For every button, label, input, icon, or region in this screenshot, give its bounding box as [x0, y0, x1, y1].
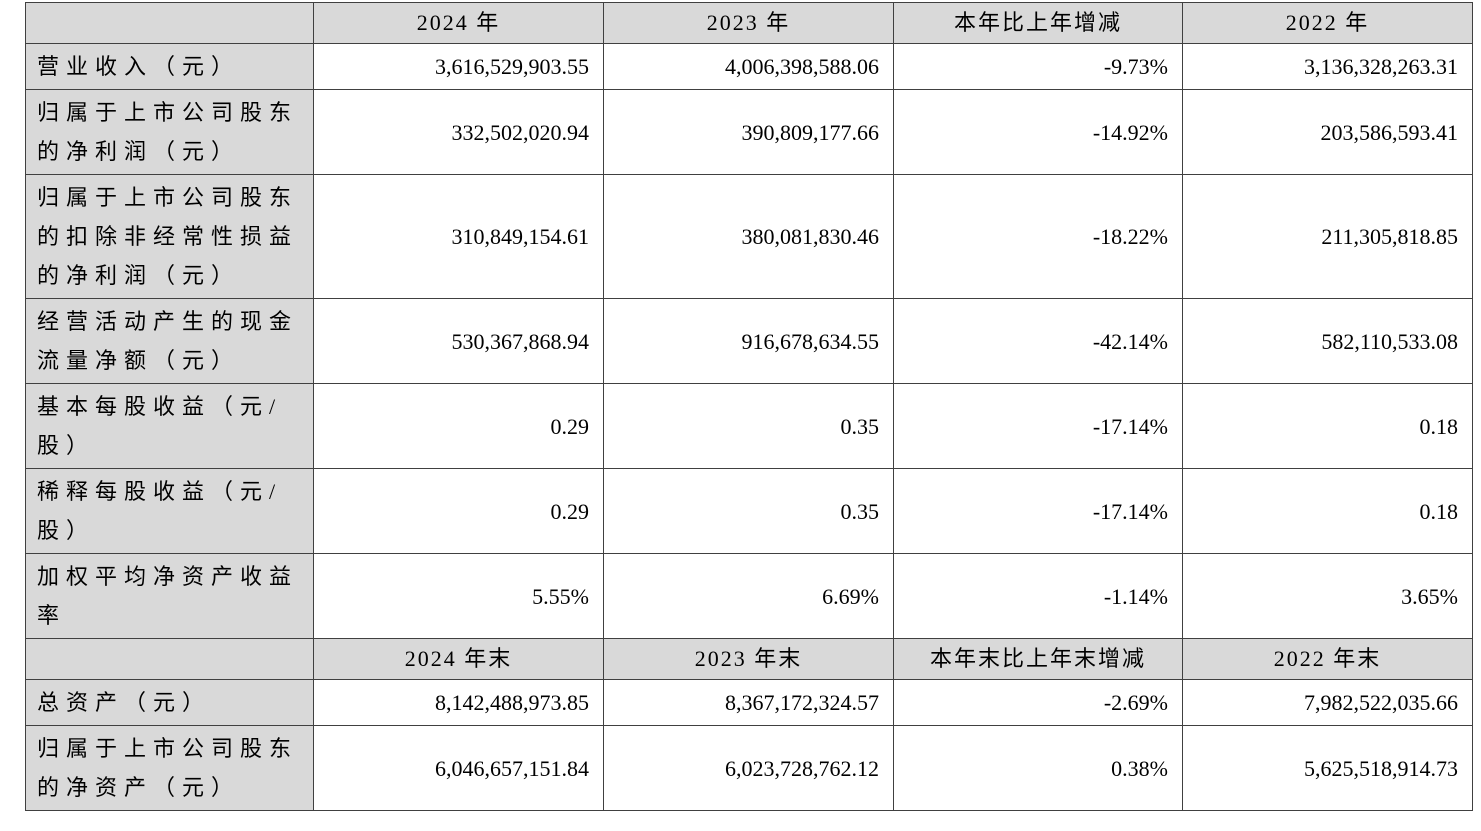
- value-cell: 5,625,518,914.73: [1182, 725, 1473, 811]
- header-cell-yoy-change: 本年比上年增减: [893, 2, 1183, 44]
- value-cell: -14.92%: [893, 89, 1183, 175]
- value-cell: 8,367,172,324.57: [603, 679, 894, 726]
- value-cell: -17.14%: [893, 468, 1183, 554]
- row-label-cell: 基本每股收益（元/ 股）: [25, 383, 314, 469]
- value-cell: 3.65%: [1182, 553, 1473, 639]
- row-label-cell: 归属于上市公司股东 的净资产（元）: [25, 725, 314, 811]
- header-cell-2023-end: 2023 年末: [603, 638, 894, 680]
- yearend-header-row: 2024 年末 2023 年末 本年末比上年末增减 2022 年末: [25, 638, 1473, 680]
- header-cell-2023: 2023 年: [603, 2, 894, 44]
- value-cell: 7,982,522,035.66: [1182, 679, 1473, 726]
- table-row-net-profit: 归属于上市公司股东 的净利润（元） 332,502,020.94 390,809…: [25, 89, 1473, 175]
- value-cell: 6,023,728,762.12: [603, 725, 894, 811]
- table-row-weighted-avg-roe: 加权平均净资产收益 率 5.55% 6.69% -1.14% 3.65%: [25, 553, 1473, 639]
- header-cell-2022: 2022 年: [1182, 2, 1473, 44]
- value-cell: 203,586,593.41: [1182, 89, 1473, 175]
- value-cell: 530,367,868.94: [313, 298, 604, 384]
- value-cell: 3,616,529,903.55: [313, 43, 604, 90]
- value-cell: -42.14%: [893, 298, 1183, 384]
- value-cell: 332,502,020.94: [313, 89, 604, 175]
- value-cell: 582,110,533.08: [1182, 298, 1473, 384]
- value-cell: 8,142,488,973.85: [313, 679, 604, 726]
- value-cell: 3,136,328,263.31: [1182, 43, 1473, 90]
- value-cell: 0.29: [313, 468, 604, 554]
- value-cell: -2.69%: [893, 679, 1183, 726]
- header-cell-yearend-change: 本年末比上年末增减: [893, 638, 1183, 680]
- table-row-diluted-eps: 稀释每股收益（元/ 股） 0.29 0.35 -17.14% 0.18: [25, 468, 1473, 554]
- value-cell: 6.69%: [603, 553, 894, 639]
- value-cell: 4,006,398,588.06: [603, 43, 894, 90]
- table-row-net-assets: 归属于上市公司股东 的净资产（元） 6,046,657,151.84 6,023…: [25, 725, 1473, 811]
- value-cell: -9.73%: [893, 43, 1183, 90]
- value-cell: -1.14%: [893, 553, 1183, 639]
- period-header-row: 2024 年 2023 年 本年比上年增减 2022 年: [25, 2, 1473, 44]
- value-cell: 380,081,830.46: [603, 174, 894, 299]
- row-label-cell: 经营活动产生的现金 流量净额（元）: [25, 298, 314, 384]
- row-label-cell: 归属于上市公司股东 的净利润（元）: [25, 89, 314, 175]
- value-cell: 0.35: [603, 468, 894, 554]
- table-row-net-profit-excl-nonrecurring: 归属于上市公司股东 的扣除非经常性损益 的净利润（元） 310,849,154.…: [25, 174, 1473, 299]
- header-cell-2024: 2024 年: [313, 2, 604, 44]
- value-cell: -17.14%: [893, 383, 1183, 469]
- table-row-basic-eps: 基本每股收益（元/ 股） 0.29 0.35 -17.14% 0.18: [25, 383, 1473, 469]
- header-cell-2024-end: 2024 年末: [313, 638, 604, 680]
- value-cell: 0.18: [1182, 383, 1473, 469]
- corner-cell: [25, 638, 314, 680]
- row-label-cell: 总资产（元）: [25, 679, 314, 726]
- value-cell: 0.18: [1182, 468, 1473, 554]
- table-row-revenue: 营业收入（元） 3,616,529,903.55 4,006,398,588.0…: [25, 43, 1473, 90]
- value-cell: 6,046,657,151.84: [313, 725, 604, 811]
- row-label-cell: 归属于上市公司股东 的扣除非经常性损益 的净利润（元）: [25, 174, 314, 299]
- corner-cell: [25, 2, 314, 44]
- value-cell: 0.35: [603, 383, 894, 469]
- value-cell: 5.55%: [313, 553, 604, 639]
- financial-summary-table: 2024 年 2023 年 本年比上年增减 2022 年 营业收入（元） 3,6…: [25, 2, 1473, 811]
- row-label-cell: 加权平均净资产收益 率: [25, 553, 314, 639]
- value-cell: 211,305,818.85: [1182, 174, 1473, 299]
- row-label-cell: 营业收入（元）: [25, 43, 314, 90]
- value-cell: 310,849,154.61: [313, 174, 604, 299]
- header-cell-2022-end: 2022 年末: [1182, 638, 1473, 680]
- value-cell: 916,678,634.55: [603, 298, 894, 384]
- value-cell: 0.29: [313, 383, 604, 469]
- table-row-operating-cash-flow: 经营活动产生的现金 流量净额（元） 530,367,868.94 916,678…: [25, 298, 1473, 384]
- value-cell: -18.22%: [893, 174, 1183, 299]
- value-cell: 0.38%: [893, 725, 1183, 811]
- value-cell: 390,809,177.66: [603, 89, 894, 175]
- document-page: 2024 年 2023 年 本年比上年增减 2022 年 营业收入（元） 3,6…: [25, 2, 1473, 811]
- table-row-total-assets: 总资产（元） 8,142,488,973.85 8,367,172,324.57…: [25, 679, 1473, 726]
- row-label-cell: 稀释每股收益（元/ 股）: [25, 468, 314, 554]
